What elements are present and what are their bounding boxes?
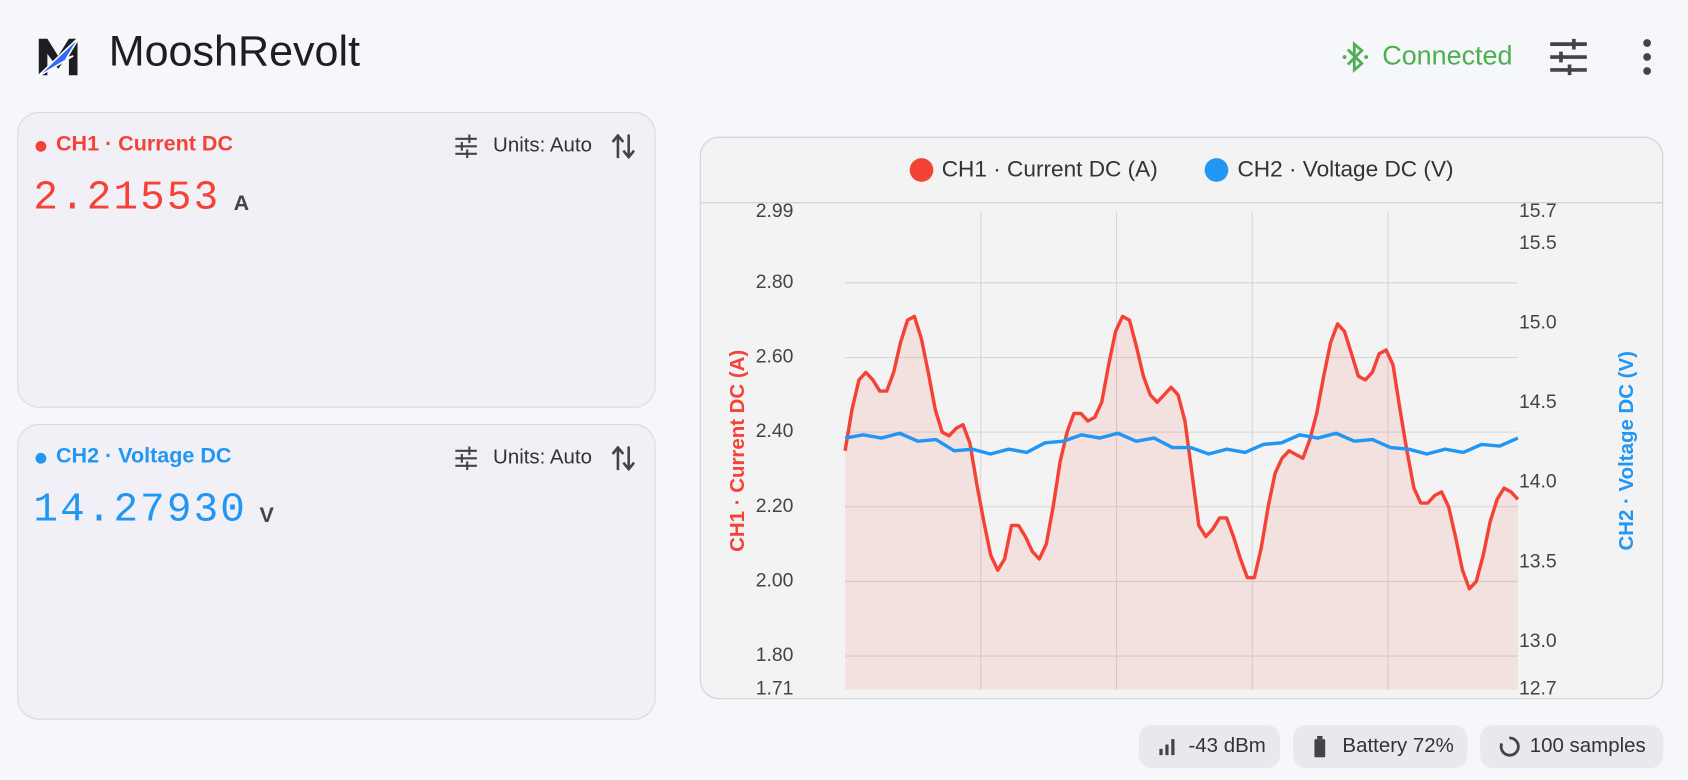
- swap-button[interactable]: [611, 444, 636, 472]
- y-tick-label: 2.00: [756, 570, 794, 592]
- line: [843, 314, 1520, 591]
- y-tick-label: 2.60: [756, 346, 794, 368]
- units-icon[interactable]: [454, 134, 478, 159]
- more-button[interactable]: [1636, 39, 1658, 76]
- reading-unit: A: [233, 191, 250, 216]
- units-selector[interactable]: Units: Auto: [493, 134, 592, 158]
- y-axis-title: CH1 · Current DC (A): [726, 350, 749, 552]
- legend-label: CH2 · Voltage DC (V): [1237, 157, 1454, 182]
- y-tick-label: 2.80: [756, 271, 794, 293]
- y2-tick-label: 15.7: [1519, 200, 1557, 222]
- battery-level: Battery 72%: [1342, 734, 1454, 758]
- signal-pill: -43 dBm: [1138, 725, 1280, 769]
- samples-pill: 100 samples: [1480, 725, 1664, 769]
- line: [844, 431, 1519, 456]
- units-selector[interactable]: Units: Auto: [493, 446, 592, 470]
- y-tick-label: 2.20: [756, 495, 794, 517]
- y2-tick-label: 15.0: [1519, 312, 1557, 334]
- area: [845, 316, 1518, 690]
- swap-button[interactable]: [611, 132, 636, 160]
- y2-tick-label: 15.5: [1519, 232, 1557, 254]
- app-title: MooshRevolt: [108, 27, 361, 76]
- legend-swatch: [1205, 158, 1229, 182]
- channel-card[interactable]: CH1 · Current DC Units: Auto 2.21553 A: [17, 111, 656, 408]
- settings-button[interactable]: [1548, 38, 1589, 76]
- y2-tick-label: 12.7: [1519, 678, 1557, 700]
- signal-strength: -43 dBm: [1188, 734, 1266, 758]
- y2-tick-label: 13.0: [1519, 630, 1557, 652]
- channel-label: CH2 · Voltage DC: [55, 444, 232, 468]
- y2-tick-label: 13.5: [1519, 550, 1557, 572]
- bluetooth-icon: [1342, 41, 1369, 73]
- y-tick-label: 2.40: [756, 420, 794, 442]
- y2-tick-label: 14.5: [1519, 391, 1557, 413]
- reading: 2.21553: [33, 175, 221, 222]
- battery-pill: Battery 72%: [1292, 725, 1468, 769]
- legend-swatch: [909, 158, 934, 182]
- samples-icon: [1499, 736, 1520, 757]
- reading: 14.27930: [33, 487, 247, 534]
- channel-label: CH1 · Current DC: [55, 132, 234, 156]
- channel-card[interactable]: CH2 · Voltage DC Units: Auto 14.27930 V: [17, 423, 656, 720]
- channel-dot: [35, 140, 47, 152]
- legend-label: CH1 · Current DC (A): [941, 157, 1158, 182]
- battery-icon: [1314, 735, 1326, 758]
- units-icon[interactable]: [454, 446, 478, 471]
- signal-icon: [1159, 739, 1175, 756]
- channel-dot: [35, 452, 47, 464]
- y-tick-label: 2.99: [756, 200, 794, 222]
- legend-item[interactable]: CH2 · Voltage DC (V): [1205, 157, 1454, 183]
- sample-count: 100 samples: [1529, 734, 1646, 758]
- legend: CH1 · Current DC (A) CH2 · Voltage DC (V): [700, 138, 1663, 204]
- legend-item[interactable]: CH1 · Current DC (A): [909, 157, 1158, 183]
- y-tick-label: 1.80: [756, 644, 794, 666]
- y2-tick-label: 14.0: [1519, 471, 1557, 493]
- y-tick-label: 1.71: [756, 678, 794, 700]
- reading-unit: V: [259, 503, 274, 528]
- logo: [36, 35, 81, 79]
- connection-status: Connected: [1382, 40, 1513, 72]
- chart-card: CH1 · Current DC (A) CH2 · Voltage DC (V): [699, 136, 1664, 700]
- y2-axis-title: CH2 · Voltage DC (V): [1615, 351, 1638, 550]
